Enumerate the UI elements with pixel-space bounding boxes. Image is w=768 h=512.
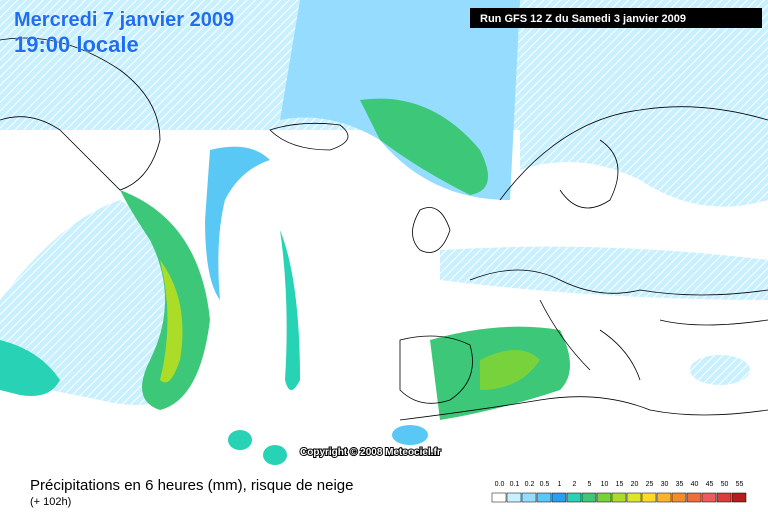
footer-bg: [0, 470, 768, 512]
legend-swatch: [611, 492, 627, 503]
lead-time: (+ 102h): [30, 496, 71, 508]
coastlines: [0, 37, 768, 421]
caption: Précipitations en 6 heures (mm), risque …: [30, 477, 354, 494]
legend-label: 0.0: [495, 481, 505, 488]
legend-label: 0.1: [510, 481, 520, 488]
legend-swatch: [491, 492, 507, 503]
legend-swatch: [551, 492, 567, 503]
legend-label: 1: [558, 481, 562, 488]
legend-swatch: [596, 492, 612, 503]
legend-swatch: [536, 492, 552, 503]
legend-swatch: [521, 492, 537, 503]
legend-label: 15: [616, 481, 624, 488]
legend-label: 10: [601, 481, 609, 488]
legend-label: 2: [573, 481, 577, 488]
legend-label: 0.2: [525, 481, 535, 488]
legend-swatch: [686, 492, 702, 503]
legend-label: 50: [721, 481, 729, 488]
legend-label: 30: [661, 481, 669, 488]
legend-label: 0.5: [540, 481, 550, 488]
run-box: [470, 8, 762, 28]
legend-label: 40: [691, 481, 699, 488]
legend-swatch: [716, 492, 732, 503]
legend-label: 5: [588, 481, 592, 488]
run-label: Run GFS 12 Z du Samedi 3 janvier 2009: [480, 13, 686, 25]
copyright: Copyright © 2008 Meteociel.fr: [300, 447, 441, 458]
legend-swatch: [626, 492, 642, 503]
legend-swatch: [731, 492, 747, 503]
legend-swatch: [566, 492, 582, 503]
precip-areas: [0, 0, 768, 465]
legend-label: 25: [646, 481, 654, 488]
legend-label: 35: [676, 481, 684, 488]
legend: 0.0 0.1 0.2 0.5 1 2 5 10 15 20 25 30 35 40 45 50 55: [491, 481, 747, 503]
date-title: Mercredi 7 janvier 2009: [14, 9, 234, 31]
legend-swatch: [506, 492, 522, 503]
legend-label: 20: [631, 481, 639, 488]
time-title: 19:00 locale: [14, 32, 139, 57]
legend-swatch: [641, 492, 657, 503]
legend-swatch: [656, 492, 672, 503]
legend-swatch: [701, 492, 717, 503]
legend-label: 55: [736, 481, 744, 488]
legend-swatch: [581, 492, 597, 503]
legend-label: 45: [706, 481, 714, 488]
legend-swatch: [671, 492, 687, 503]
